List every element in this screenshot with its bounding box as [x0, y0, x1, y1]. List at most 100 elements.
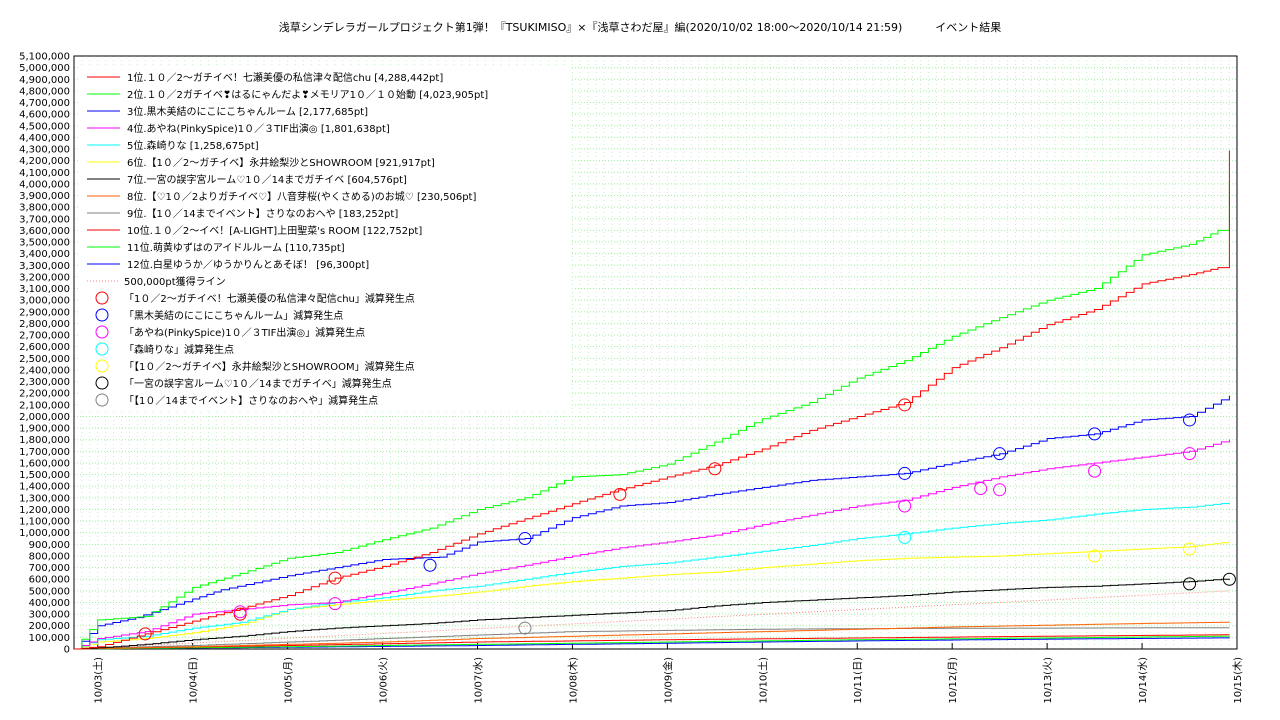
series-line	[74, 150, 1230, 650]
marker-point	[1222, 572, 1236, 586]
y-tick-label: 4,200,000	[19, 156, 70, 167]
legend-entry: 9位.【1０／14までイベント】さりなのおへや [183,252pt]	[127, 207, 398, 220]
legend-entry: 500,000pt獲得ライン	[124, 275, 226, 288]
y-tick-label: 1,400,000	[19, 482, 70, 493]
legend-entry: 11位.萌黄ゆずはのアイドルルーム [110,735pt]	[127, 241, 345, 254]
marker-point	[708, 462, 722, 476]
y-tick-label: 900,000	[29, 540, 70, 551]
reference-line	[73, 590, 1230, 650]
marker-point	[993, 483, 1007, 497]
legend-swatch	[95, 393, 109, 407]
legend-entry: 8位.【♡1０／2よりガチイベ♡】八音芽桜(やくさめる)のお城♡ [230,50…	[127, 190, 476, 203]
y-tick-label: 2,200,000	[19, 389, 70, 400]
marker-point	[233, 605, 247, 619]
marker-point	[993, 447, 1007, 461]
x-tick-label: 10/07(水)	[472, 657, 484, 704]
legend-swatch	[95, 376, 109, 390]
y-tick-label: 4,900,000	[19, 75, 70, 86]
y-tick-label: 4,600,000	[19, 110, 70, 121]
series-line	[74, 635, 1230, 650]
legend-entry: 「森崎りな」減算発生点	[124, 343, 234, 356]
legend-entry: 「【1０／14までイベント】さりなのおへや」減算発生点	[124, 394, 378, 407]
x-tick-label: 10/06(火)	[378, 657, 390, 704]
y-tick-label: 4,000,000	[19, 179, 70, 190]
y-tick-label: 3,100,000	[19, 284, 70, 295]
y-tick-label: 5,000,000	[19, 63, 70, 74]
x-tick-label: 10/09(金)	[661, 657, 674, 704]
y-tick-label: 2,400,000	[19, 365, 70, 376]
marker-point	[974, 482, 988, 496]
y-tick-label: 600,000	[29, 575, 70, 586]
y-tick-label: 4,300,000	[19, 145, 70, 156]
series-line	[74, 627, 1230, 650]
y-tick-label: 1,700,000	[19, 447, 70, 458]
y-tick-label: 2,500,000	[19, 354, 70, 365]
y-tick-label: 1,100,000	[19, 517, 70, 528]
chart-title: 浅草シンデレラガールプロジェクト第1弾！『TSUKIMISO』×『浅草さわだ屋』…	[278, 21, 1002, 34]
y-tick-label: 700,000	[29, 563, 70, 574]
y-tick-label: 2,700,000	[19, 331, 70, 342]
series-line	[74, 578, 1230, 650]
y-tick-label: 3,600,000	[19, 226, 70, 237]
marker-point	[328, 597, 342, 611]
legend-swatch	[95, 308, 109, 322]
marker-point	[1088, 464, 1102, 478]
legend-swatch	[95, 325, 109, 339]
y-tick-label: 1,600,000	[19, 458, 70, 469]
legend-entry: 6位.【1０／2〜ガチイベ】永井絵梨沙とSHOWROOM [921,917pt]	[127, 156, 435, 169]
y-tick-label: 3,900,000	[19, 191, 70, 202]
y-tick-label: 1,000,000	[19, 528, 70, 539]
x-tick-label: 10/08(木)	[567, 657, 579, 704]
y-tick-label: 4,100,000	[19, 168, 70, 179]
x-tick-label: 10/14(水)	[1137, 657, 1149, 704]
marker-point	[518, 621, 532, 635]
y-tick-label: 2,300,000	[19, 377, 70, 388]
y-tick-label: 3,300,000	[19, 261, 70, 272]
series-line	[74, 395, 1230, 650]
y-tick-label: 3,500,000	[19, 238, 70, 249]
marker-point	[1183, 577, 1197, 591]
legend-entry: 3位.黒木美結のにこにこちゃんルーム [2,177,685pt]	[127, 105, 368, 118]
legend-swatch	[95, 359, 109, 373]
marker-point	[423, 558, 437, 572]
legend-background	[80, 66, 572, 410]
legend: 1位.１０／2〜ガチイベ！七瀬美優の私信津々配信chu [4,288,442pt…	[80, 66, 572, 410]
series-lines	[73, 150, 1230, 650]
y-tick-label: 2,600,000	[19, 342, 70, 353]
x-tick-label: 10/10(土)	[756, 657, 769, 704]
legend-entry: 「【1０／2〜ガチイベ】永井絵梨沙とSHOWROOM」減算発生点	[124, 360, 415, 373]
marker-point	[138, 627, 152, 641]
axes: 0100,000200,000300,000400,000500,000600,…	[19, 52, 1244, 704]
legend-swatch	[95, 342, 109, 356]
legend-entry: 「1０／2〜ガチイベ！七瀬美優の私信津々配信chu」減算発生点	[124, 292, 415, 305]
marker-point	[898, 530, 912, 544]
legend-entry: 10位.１０／2〜イベ！[A-LIGHT]上田聖菜's ROOM [122,75…	[127, 224, 422, 237]
y-tick-label: 1,900,000	[19, 424, 70, 435]
marker-point	[328, 571, 342, 585]
y-tick-label: 2,000,000	[19, 412, 70, 423]
y-tick-label: 2,800,000	[19, 319, 70, 330]
legend-entry: 5位.森崎りな [1,258,675pt]	[127, 139, 259, 152]
y-tick-label: 4,700,000	[19, 98, 70, 109]
x-tick-label: 10/05(月)	[283, 657, 295, 704]
y-tick-label: 200,000	[29, 621, 70, 632]
y-tick-label: 5,100,000	[19, 52, 70, 63]
series-line	[74, 621, 1230, 650]
marker-point	[898, 466, 912, 480]
y-tick-label: 1,800,000	[19, 435, 70, 446]
x-tick-label: 10/13(火)	[1042, 657, 1054, 704]
marker-point	[1088, 549, 1102, 563]
marker-point	[613, 487, 627, 501]
marker-point	[1183, 413, 1197, 427]
series-line	[74, 634, 1230, 650]
x-tick-label: 10/15(木)	[1232, 657, 1244, 704]
marker-point	[518, 532, 532, 546]
legend-entry: 12位.白星ゆうか／ゆうかりんとあそぼ！ [96,300pt]	[127, 258, 369, 271]
y-tick-label: 300,000	[29, 610, 70, 621]
legend-entry: 7位.一宮の誤字宮ルーム♡1０／14までガチイベ [604,576pt]	[127, 173, 407, 186]
y-tick-label: 4,500,000	[19, 121, 70, 132]
legend-entry: 4位.あやね(PinkySpice)1０／３TIF出演◎ [1,801,638p…	[127, 122, 390, 135]
y-tick-label: 400,000	[29, 598, 70, 609]
y-tick-label: 3,200,000	[19, 272, 70, 283]
